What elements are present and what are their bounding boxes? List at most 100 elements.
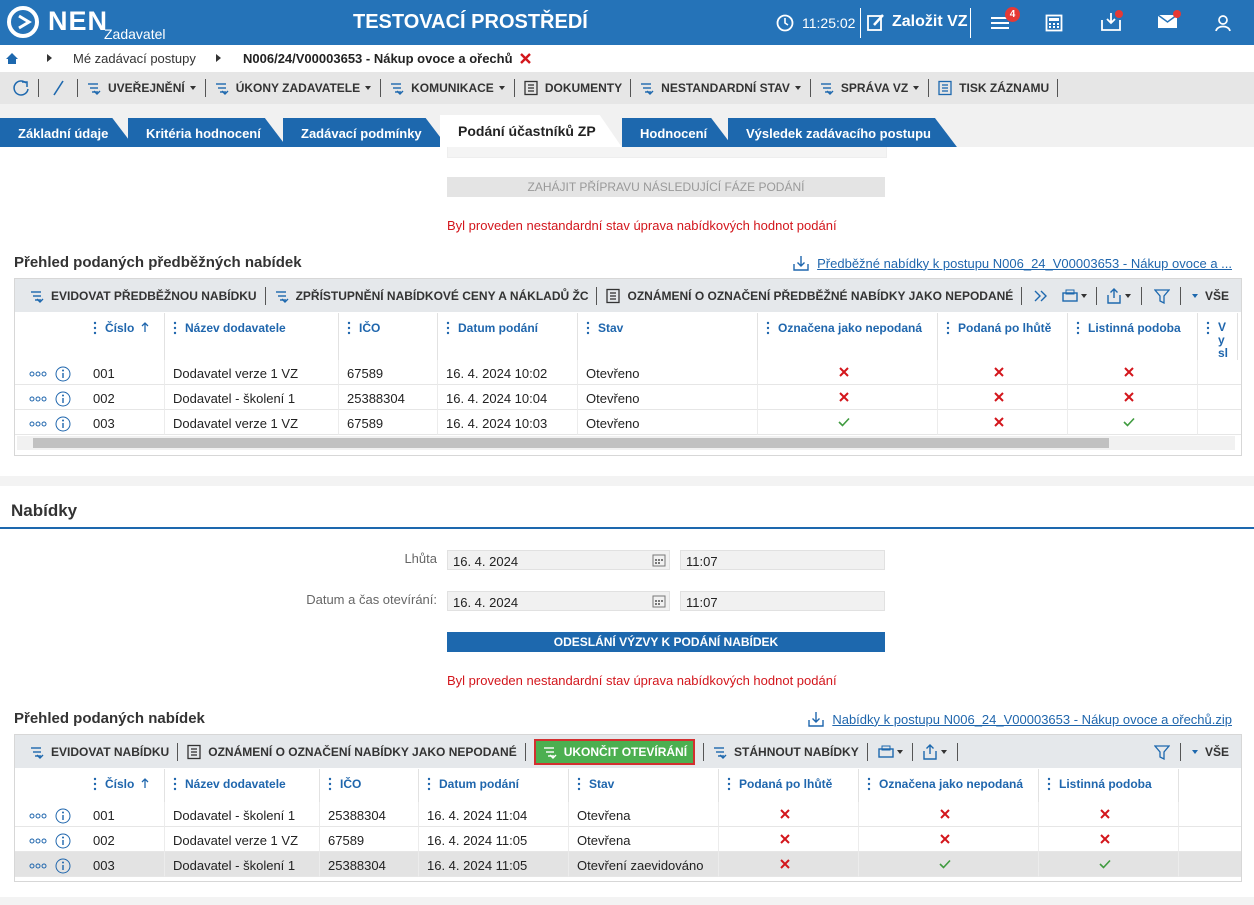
- separator: [1179, 742, 1181, 761]
- column-header[interactable]: Listinná podoba: [1068, 313, 1198, 360]
- export-icon: [1107, 287, 1132, 304]
- cell: 002: [85, 827, 165, 852]
- cell: 67589: [339, 410, 438, 435]
- column-label: IČO: [359, 321, 381, 335]
- separator: [38, 79, 39, 97]
- col-handle: [173, 321, 177, 335]
- row-actions[interactable]: [15, 360, 85, 385]
- column-header[interactable]: IČO: [339, 313, 438, 360]
- row-actions[interactable]: [15, 410, 85, 435]
- separator: [703, 742, 705, 761]
- user-icon: [1215, 15, 1231, 32]
- tab[interactable]: Základní údaje: [0, 118, 134, 147]
- row-filler: [1179, 827, 1241, 852]
- tab[interactable]: Zadávací podmínky: [283, 118, 448, 147]
- filter-all[interactable]: VŠE: [1204, 744, 1229, 759]
- column-header[interactable]: Podaná po lhůtě: [719, 769, 859, 802]
- bool-cell: [859, 827, 1039, 852]
- column-header[interactable]: Číslo: [85, 313, 165, 360]
- action[interactable]: OZNÁMENÍ O OZNAČENÍ PŘEDBĚŽNÉ NABÍDKY JA…: [605, 283, 1013, 309]
- column-header[interactable]: Podaná po lhůtě: [938, 313, 1068, 360]
- col-handle: [93, 777, 97, 791]
- action-label: STÁHNOUT NABÍDKY: [734, 744, 859, 759]
- filter-all[interactable]: VŠE: [1204, 288, 1229, 303]
- row-actions[interactable]: [15, 827, 85, 852]
- panel: EVIDOVAT NABÍDKU OZNÁMENÍ O OZNAČENÍ NABÍ…: [14, 734, 1242, 882]
- action-label: ZPŘÍSTUPNĚNÍ NABÍDKOVÉ CENY A NÁKLADŮ ŽC: [295, 288, 589, 303]
- row-actions[interactable]: [15, 802, 85, 827]
- cross-icon: [940, 834, 950, 844]
- toolbar-menu[interactable]: ÚKONY ZADAVATELE: [235, 81, 361, 95]
- date-input[interactable]: 16. 4. 2024: [447, 591, 670, 611]
- cell: Dodavatel verze 1 VZ: [165, 827, 320, 852]
- column-label: Označena jako nepodaná: [778, 321, 923, 335]
- col-handle: [328, 777, 332, 791]
- separator: [1096, 286, 1098, 305]
- col-handle: [867, 777, 871, 791]
- toolbar-menu[interactable]: SPRÁVA VZ: [840, 81, 909, 95]
- action[interactable]: UKONČIT OTEVÍRÁNÍ: [533, 738, 696, 765]
- column-header[interactable]: Označena jako nepodaná: [758, 313, 938, 360]
- action[interactable]: OZNÁMENÍ O OZNAČENÍ NABÍDKY JAKO NEPODAN…: [186, 739, 517, 765]
- tab-bar: Základní údaje Kritéria hodnocení Zadávací…: [0, 104, 1254, 147]
- column-header[interactable]: Číslo: [85, 769, 165, 802]
- create-button[interactable]: Založit VZ: [892, 13, 968, 30]
- separator: [928, 79, 930, 97]
- cell: 67589: [320, 827, 419, 852]
- primary-button[interactable]: ODESLÁNÍ VÝZVY K PODÁNÍ NABÍDEK: [447, 632, 885, 652]
- column-header[interactable]: Název dodavatele: [165, 313, 339, 360]
- column-header[interactable]: Označena jako nepodaná: [859, 769, 1039, 802]
- menu-icon: [524, 80, 538, 96]
- action[interactable]: STÁHNOUT NABÍDKY: [712, 739, 859, 765]
- refresh-icon: [13, 80, 29, 96]
- tab[interactable]: Výsledek zadávacího postupu: [728, 118, 957, 147]
- download-link[interactable]: Nabídky k postupu N006_24_V00003653 - Ná…: [832, 711, 1232, 727]
- time-input[interactable]: 11:07: [680, 550, 885, 570]
- clock-icon: [776, 14, 794, 32]
- row-actions[interactable]: [15, 385, 85, 410]
- column-header[interactable]: IČO: [320, 769, 419, 802]
- action[interactable]: ZPŘÍSTUPNĚNÍ NABÍDKOVÉ CENY A NÁKLADŮ ŽC: [274, 283, 589, 309]
- separator: [596, 286, 598, 305]
- logo-icon: [7, 6, 39, 38]
- tab[interactable]: Hodnocení: [622, 118, 733, 147]
- more-icon: [29, 863, 47, 869]
- cross-icon: [1124, 367, 1134, 377]
- column-header[interactable]: Stav: [578, 313, 758, 360]
- breadcrumb-item[interactable]: Mé zadávací postupy: [73, 51, 196, 66]
- time-input[interactable]: 11:07: [680, 591, 885, 611]
- bool-cell: [1068, 410, 1198, 435]
- col-handle: [427, 777, 431, 791]
- column-header[interactable]: Stav: [569, 769, 719, 802]
- separator: [513, 79, 515, 97]
- toolbar-menu[interactable]: KOMUNIKACE: [411, 81, 494, 95]
- action[interactable]: EVIDOVAT NABÍDKU: [29, 739, 169, 765]
- toolbar-menu[interactable]: UVEŘEJNĚNÍ: [108, 81, 185, 95]
- panel-title: Přehled podaných předběžných nabídek: [14, 254, 302, 271]
- column-header[interactable]: Vy sl: [1198, 313, 1238, 360]
- column-label: Název dodavatele: [185, 321, 286, 335]
- bool-cell: [938, 385, 1068, 410]
- toolbar-menu[interactable]: DOKUMENTY: [544, 81, 623, 95]
- date-input[interactable]: 16. 4. 2024: [447, 550, 670, 570]
- column-header[interactable]: Datum podání: [419, 769, 569, 802]
- toolbar-menu[interactable]: TISK ZÁZNAMU: [959, 81, 1050, 95]
- cross-icon: [780, 859, 790, 869]
- row-filler: [1198, 385, 1241, 410]
- info-icon: [55, 808, 71, 824]
- column-header[interactable]: Listinná podoba: [1039, 769, 1179, 802]
- tab[interactable]: Podání účastníků ZP: [440, 115, 622, 147]
- column-header[interactable]: Název dodavatele: [165, 769, 320, 802]
- toolbar-menu[interactable]: NESTANDARDNÍ STAV: [661, 81, 790, 95]
- download-link[interactable]: Předběžné nabídky k postupu N006_24_V000…: [817, 255, 1232, 271]
- column-header[interactable]: Datum podání: [438, 313, 578, 360]
- tab[interactable]: Kritéria hodnocení: [128, 118, 287, 147]
- row-actions[interactable]: [15, 852, 85, 877]
- caret: [1191, 749, 1198, 754]
- separator: [630, 79, 632, 97]
- cell: Otevřena: [569, 827, 719, 852]
- action[interactable]: EVIDOVAT PŘEDBĚŽNOU NABÍDKU: [29, 283, 257, 309]
- breadcrumb-current: N006/24/V00003653 - Nákup ovoce a ořechů: [243, 51, 513, 66]
- cell: Otevřena: [569, 802, 719, 827]
